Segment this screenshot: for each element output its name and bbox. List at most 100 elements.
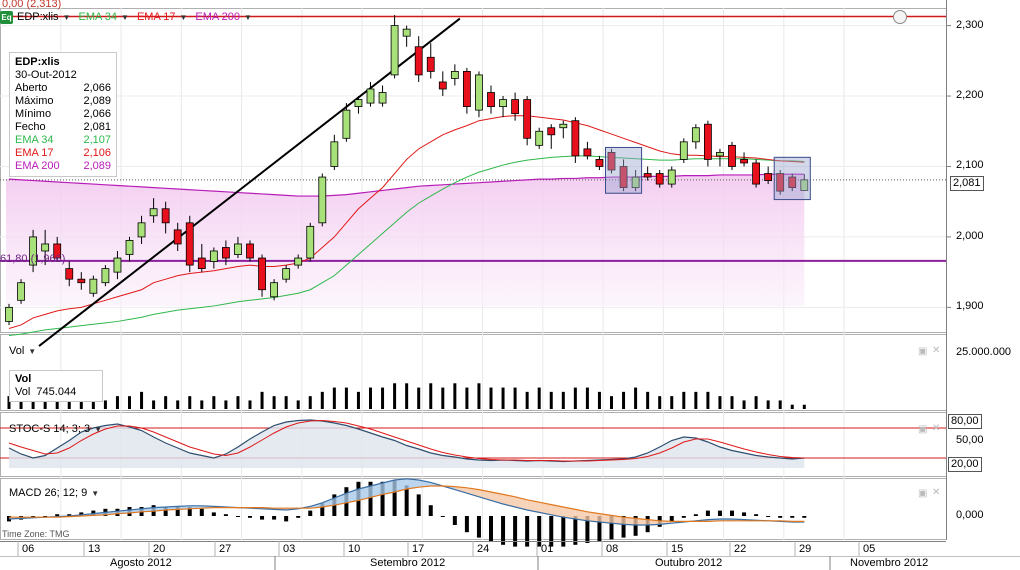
volume-bar (55, 396, 59, 409)
candle-body (89, 278, 98, 294)
close-icon[interactable]: ✕ (932, 423, 941, 434)
infobox-row: Mínimo 2,066 (15, 108, 111, 121)
maximize-icon[interactable]: ▣ (918, 424, 928, 435)
volume-bar (549, 391, 553, 409)
candle-body (53, 243, 62, 259)
x-tick-label: 08 (606, 543, 619, 555)
volume-bar (320, 391, 324, 409)
macd-histogram-bar (452, 516, 457, 525)
macd-histogram-bar (681, 516, 686, 518)
ema34-label: EMA 34 (78, 11, 118, 23)
volume-bar (706, 391, 710, 409)
candle-body (462, 70, 471, 108)
volume-bar (128, 396, 131, 409)
candle-body (342, 109, 351, 139)
y-tick-label: 2,000 (956, 229, 984, 242)
macd-histogram-bar (416, 494, 421, 516)
macd-histogram-bar (428, 505, 433, 516)
y-tick-label: 2,100 (956, 159, 984, 172)
macd-fill (527, 499, 540, 513)
volume-bar (417, 387, 421, 409)
macd-histogram-bar (525, 516, 530, 547)
macd-histogram-bar (440, 516, 445, 517)
trendline (38, 17, 461, 347)
legend-ema200[interactable]: EMA 200 ▼ (195, 11, 252, 23)
top-readout: 0,00 (2,313) (2, 0, 62, 10)
volume-bar (537, 387, 541, 409)
candle-body (583, 148, 592, 157)
macd-fill (466, 487, 479, 497)
clock-icon[interactable] (893, 10, 907, 24)
vol-label: Vol (9, 345, 25, 357)
volume-bar (188, 396, 192, 409)
candle-body (209, 250, 218, 262)
candle-body (547, 127, 556, 136)
infobox-date: 30-Out-2012 (15, 69, 77, 81)
highlight-box (605, 146, 643, 194)
candle-body (487, 92, 495, 108)
candle-body (125, 240, 134, 255)
candle-body (679, 141, 688, 160)
volume-bar (778, 400, 782, 409)
volume-bar (754, 396, 758, 409)
macd-histogram-bar (308, 510, 313, 516)
volume-bar (682, 391, 686, 409)
volume-bar (140, 391, 144, 409)
infobox-row-label: Máximo (15, 95, 54, 107)
volume-bar (43, 396, 47, 409)
volume-bar (260, 391, 264, 409)
candle-body (5, 306, 13, 322)
macd-panel-label[interactable]: MACD 26; 12; 9 ▼ (9, 487, 99, 499)
x-tick-label: 20 (153, 543, 166, 555)
candle-body (716, 151, 724, 157)
legend-ema34[interactable]: EMA 34 ▼ (78, 11, 128, 23)
volume-bar (369, 387, 372, 409)
macd-histogram-bar (187, 507, 192, 516)
vol-panel-label[interactable]: Vol ▼ (9, 345, 36, 357)
x-tick-label: 27 (219, 543, 232, 555)
volume-bar (19, 400, 23, 409)
candle-body (438, 81, 447, 90)
macd-fill (611, 515, 624, 525)
candle-body (631, 176, 640, 189)
volume-bar (742, 400, 746, 409)
volume-bar (585, 387, 589, 409)
stoch-panel-label[interactable]: STOC-S 14; 3; 3 ▼ (9, 423, 102, 435)
macd-fill (599, 513, 612, 524)
volume-bar (718, 396, 722, 409)
macd-histogram-bar (693, 514, 698, 516)
maximize-icon[interactable]: ▣ (918, 488, 928, 499)
macd-histogram-bar (199, 508, 204, 516)
candle-body (450, 70, 459, 79)
volume-bar (489, 387, 493, 409)
equity-icon: Eq (0, 10, 13, 24)
stoch-d-line (8, 419, 805, 462)
candle-body (221, 247, 230, 259)
macd-histogram-bar (43, 516, 48, 517)
ema200-label: EMA 200 (195, 11, 241, 23)
close-icon[interactable]: ✕ (932, 487, 941, 498)
macd-fill (382, 480, 395, 495)
infobox-symbol: EDP:xlis (15, 56, 60, 68)
maximize-icon[interactable]: ▣ (918, 346, 928, 357)
macd-fill (478, 489, 491, 501)
ema17-line (8, 115, 805, 329)
volume-bar (103, 400, 107, 409)
volume-bar (465, 387, 469, 409)
close-icon[interactable]: ✕ (932, 345, 941, 356)
macd-fill (454, 486, 467, 494)
x-tick-label: 24 (477, 543, 490, 555)
candle-body (294, 257, 303, 266)
macd-histogram-bar (730, 510, 734, 516)
macd-histogram-bar (260, 516, 265, 520)
legend-ema17[interactable]: EMA 17 ▼ (137, 11, 187, 23)
infobox-row: Aberto 2,066 (15, 82, 111, 95)
macd-histogram-bar (380, 481, 385, 516)
volume-bar (766, 400, 770, 409)
symbol-selector[interactable]: Eq EDP:xlis ▼ (0, 10, 70, 24)
macd-histogram-bar (633, 516, 638, 536)
candle-body (185, 222, 194, 266)
month-label: Setembro 2012 (370, 557, 446, 569)
stoch-label: STOC-S 14; 3; 3 (9, 423, 91, 435)
